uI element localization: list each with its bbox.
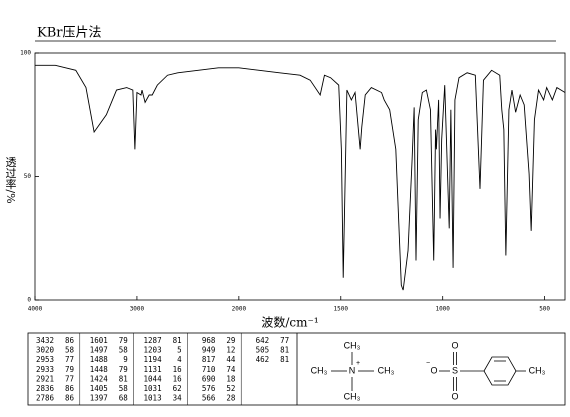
- peak-wavenumber: 1488: [90, 355, 109, 364]
- peak-transmittance: 86: [65, 384, 75, 393]
- peak-transmittance: 9: [123, 355, 128, 364]
- peak-wavenumber: 2953: [36, 355, 54, 364]
- peak-transmittance: 79: [119, 336, 128, 345]
- peak-transmittance: 4: [177, 355, 182, 364]
- peak-transmittance: 58: [119, 384, 129, 393]
- peak-wavenumber: 576: [202, 384, 216, 393]
- peak-transmittance: 12: [226, 346, 235, 355]
- peak-wavenumber: 462: [256, 355, 270, 364]
- atom: N: [349, 365, 356, 375]
- peak-wavenumber: 1287: [144, 336, 162, 345]
- atom: CH₃: [344, 391, 361, 401]
- x-tick-label: 2000: [232, 306, 247, 313]
- peak-transmittance: 58: [119, 346, 129, 355]
- peak-wavenumber: 1203: [144, 346, 162, 355]
- peak-wavenumber: 817: [202, 355, 216, 364]
- table-frame: [27, 332, 566, 406]
- atom: O: [430, 365, 437, 375]
- spectrum-line: [35, 64, 566, 291]
- y-tick-label: 0: [27, 297, 31, 304]
- peak-wavenumber: 949: [202, 346, 216, 355]
- atom: S: [452, 365, 458, 375]
- peak-transmittance: 79: [65, 365, 74, 374]
- peak-transmittance: 16: [173, 374, 183, 383]
- peak-transmittance: 81: [119, 374, 128, 383]
- peak-transmittance: 74: [226, 365, 236, 374]
- peak-transmittance: 86: [65, 394, 75, 403]
- peak-wavenumber: 1397: [90, 394, 108, 403]
- peak-transmittance: 58: [65, 346, 75, 355]
- atom: CH₃: [344, 340, 361, 350]
- plot-frame: [34, 52, 566, 301]
- x-tick-label: 500: [539, 306, 550, 313]
- peak-wavenumber: 1131: [144, 365, 162, 374]
- peak-wavenumber: 1194: [144, 355, 163, 364]
- peak-wavenumber: 1601: [90, 336, 108, 345]
- peak-transmittance: 77: [65, 355, 74, 364]
- y-axis-label: 透过率/%: [4, 156, 17, 203]
- charge: −: [426, 360, 430, 367]
- peak-wavenumber: 642: [256, 336, 270, 345]
- x-tick-label: 4000: [28, 306, 43, 313]
- peak-transmittance: 62: [173, 384, 182, 393]
- peak-transmittance: 81: [280, 346, 289, 355]
- peak-transmittance: 77: [280, 336, 289, 345]
- peak-transmittance: 81: [280, 355, 289, 364]
- x-axis-label: 波数/cm⁻¹: [261, 315, 318, 330]
- peak-wavenumber: 1044: [144, 374, 163, 383]
- x-tick-label: 1500: [334, 306, 349, 313]
- peak-transmittance: 44: [226, 355, 236, 364]
- peak-transmittance: 86: [65, 336, 75, 345]
- x-tick-label: 1000: [435, 306, 450, 313]
- y-tick-label: 50: [24, 173, 32, 180]
- peak-wavenumber: 710: [202, 365, 216, 374]
- peak-transmittance: 28: [226, 394, 236, 403]
- atom: O: [451, 391, 458, 401]
- peak-transmittance: 34: [173, 394, 183, 403]
- peak-wavenumber: 2921: [36, 374, 54, 383]
- peak-transmittance: 18: [226, 374, 236, 383]
- atom: CH₃: [311, 365, 328, 375]
- atom: CH₃: [529, 365, 546, 375]
- atom: O: [451, 340, 458, 350]
- peak-transmittance: 16: [173, 365, 183, 374]
- peak-wavenumber: 566: [202, 394, 216, 403]
- peak-wavenumber: 1497: [90, 346, 108, 355]
- peak-wavenumber: 1424: [90, 374, 109, 383]
- peak-wavenumber: 1448: [90, 365, 109, 374]
- charge: +: [356, 360, 360, 367]
- structures: CH₃ CH₃ CH₃ CH₃ N + O − S O O CH₃: [311, 340, 546, 401]
- peak-wavenumber: 968: [202, 336, 216, 345]
- chart-title: KBr压片法: [37, 26, 101, 41]
- peak-wavenumber: 1405: [90, 384, 108, 393]
- peak-wavenumber: 3020: [36, 346, 55, 355]
- peak-transmittance: 79: [119, 365, 128, 374]
- peak-wavenumber: 2933: [36, 365, 54, 374]
- peak-wavenumber: 3432: [36, 336, 54, 345]
- peak-wavenumber: 505: [256, 346, 270, 355]
- peak-transmittance: 81: [173, 336, 182, 345]
- peak-transmittance: 52: [226, 384, 235, 393]
- peak-transmittance: 5: [177, 346, 182, 355]
- peak-wavenumber: 1013: [144, 394, 162, 403]
- peak-wavenumber: 2836: [36, 384, 55, 393]
- peak-transmittance: 77: [65, 374, 74, 383]
- x-tick-label: 3000: [130, 306, 145, 313]
- peak-wavenumber: 690: [202, 374, 216, 383]
- atom: CH₃: [378, 365, 395, 375]
- peak-transmittance: 29: [226, 336, 235, 345]
- peak-wavenumber: 2786: [36, 394, 55, 403]
- peak-transmittance: 68: [119, 394, 129, 403]
- y-tick-label: 100: [20, 50, 31, 57]
- peak-wavenumber: 1031: [144, 384, 162, 393]
